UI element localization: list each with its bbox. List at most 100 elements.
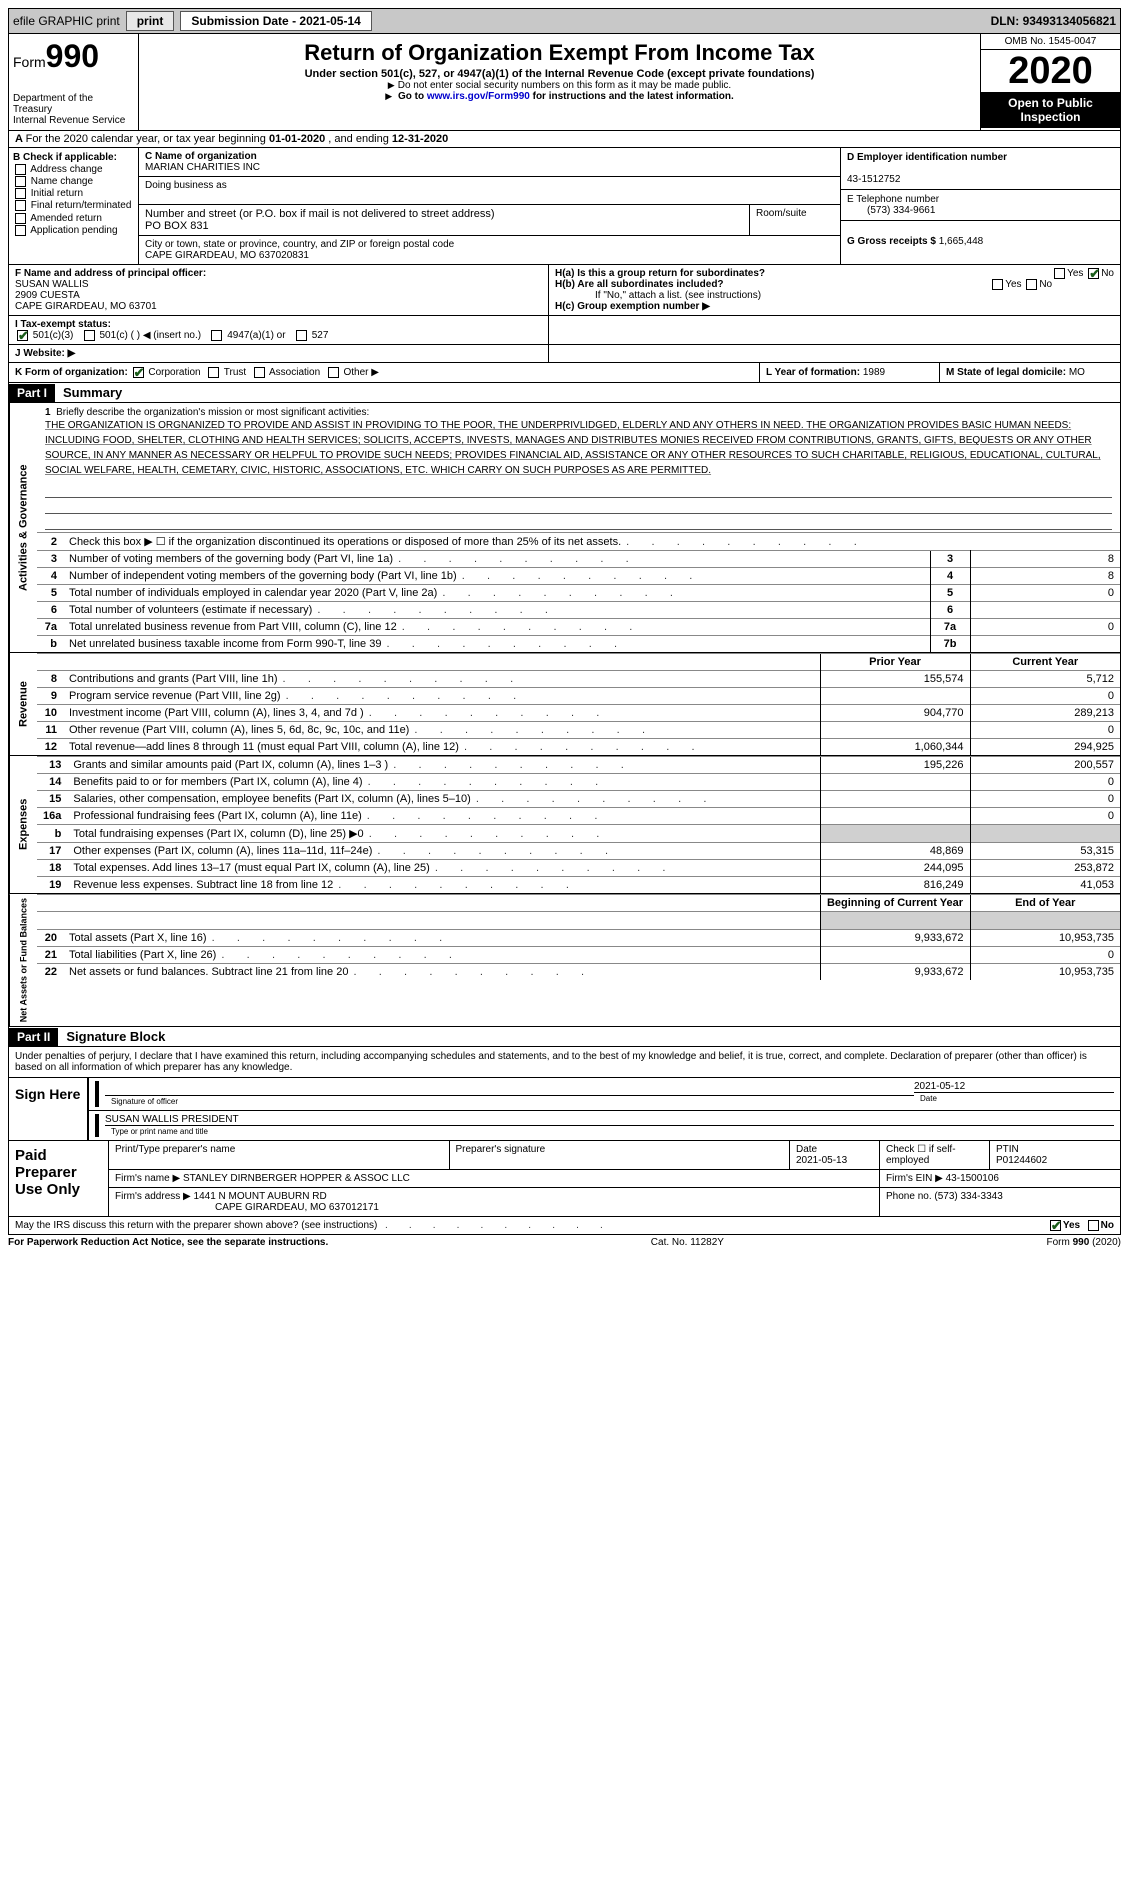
top-bar: efile GRAPHIC print print Submission Dat… — [8, 8, 1121, 34]
table-row: 17Other expenses (Part IX, column (A), l… — [37, 843, 1120, 860]
footer-left: For Paperwork Reduction Act Notice, see … — [8, 1237, 328, 1248]
form-subtitle: Under section 501(c), 527, or 4947(a)(1)… — [145, 68, 974, 80]
sig-name: SUSAN WALLIS PRESIDENT — [105, 1114, 1114, 1125]
chk-501c[interactable] — [84, 330, 95, 341]
chk-4947[interactable] — [211, 330, 222, 341]
ha-label: H(a) Is this a group return for subordin… — [555, 268, 765, 279]
box-deg: D Employer identification number 43-1512… — [840, 148, 1120, 264]
part2-title: Signature Block — [58, 1027, 173, 1046]
table-row: 4Number of independent voting members of… — [37, 568, 1120, 585]
chk-pending[interactable]: Application pending — [13, 225, 134, 236]
org-name-label: C Name of organization — [145, 151, 834, 162]
city-label: City or town, state or province, country… — [145, 239, 834, 250]
blank-line — [45, 516, 1112, 530]
firm-name: STANLEY DIRNBERGER HOPPER & ASSOC LLC — [183, 1173, 410, 1184]
org-name: MARIAN CHARITIES INC — [145, 162, 834, 173]
inspection-label: Open to Public Inspection — [981, 92, 1120, 128]
table-row: 12Total revenue—add lines 8 through 11 (… — [37, 739, 1120, 756]
line-a: A For the 2020 calendar year, or tax yea… — [8, 131, 1121, 148]
phone-value: (573) 334-9661 — [847, 205, 935, 216]
table-row: 2Check this box ▶ ☐ if the organization … — [37, 533, 1120, 551]
dln: DLN: 93493134056821 — [991, 14, 1116, 28]
prep-date: 2021-05-13 — [796, 1155, 847, 1166]
print-button[interactable]: print — [126, 11, 175, 31]
hc-label: H(c) Group exemption number ▶ — [555, 301, 710, 312]
expenses-table: 13Grants and similar amounts paid (Part … — [37, 756, 1120, 893]
ha-yn[interactable]: Yes No — [1052, 268, 1114, 279]
chk-other[interactable] — [328, 367, 339, 378]
firm-addr1: 1441 N MOUNT AUBURN RD — [194, 1191, 327, 1202]
hb-yn[interactable]: Yes No — [990, 279, 1052, 290]
perjury-text: Under penalties of perjury, I declare th… — [8, 1047, 1121, 1078]
vlabel-expenses: Expenses — [9, 756, 37, 893]
hb-note: If "No," attach a list. (see instruction… — [555, 290, 1114, 301]
room-label: Room/suite — [750, 205, 840, 235]
table-row: 18Total expenses. Add lines 13–17 (must … — [37, 860, 1120, 877]
gross-value: 1,665,448 — [939, 236, 984, 247]
vlabel-governance: Activities & Governance — [9, 403, 37, 652]
ein-value: 43-1512752 — [847, 174, 900, 185]
table-row: 9Program service revenue (Part VIII, lin… — [37, 688, 1120, 705]
section-fh: F Name and address of principal officer:… — [8, 265, 1121, 316]
header-right: OMB No. 1545-0047 2020 Open to Public In… — [980, 34, 1120, 130]
box-i: I Tax-exempt status: 501(c)(3) 501(c) ( … — [9, 316, 549, 344]
chk-501c3[interactable] — [17, 330, 28, 341]
row-ij: I Tax-exempt status: 501(c)(3) 501(c) ( … — [8, 316, 1121, 345]
box-d: D Employer identification number 43-1512… — [841, 148, 1120, 190]
chk-corp[interactable] — [133, 367, 144, 378]
header-left: Form990 Department of the Treasury Inter… — [9, 34, 139, 130]
chk-amended[interactable]: Amended return — [13, 213, 134, 224]
city-value: CAPE GIRARDEAU, MO 637020831 — [145, 250, 834, 261]
form-title: Return of Organization Exempt From Incom… — [145, 40, 974, 66]
box-k: K Form of organization: Corporation Trus… — [9, 363, 760, 382]
chk-address[interactable]: Address change — [13, 164, 134, 175]
officer-addr2: CAPE GIRARDEAU, MO 63701 — [15, 301, 157, 312]
table-row: 3Number of voting members of the governi… — [37, 551, 1120, 568]
mission-text: THE ORGANIZATION IS ORGNANIZED TO PROVID… — [45, 420, 1101, 476]
tax-year: 2020 — [981, 50, 1120, 92]
chk-initial[interactable]: Initial return — [13, 188, 134, 199]
irs-link[interactable]: www.irs.gov/Form990 — [427, 91, 530, 102]
chk-assoc[interactable] — [254, 367, 265, 378]
street-value: PO BOX 831 — [145, 220, 743, 232]
form-number: Form990 — [13, 38, 134, 75]
prep-sig-label: Preparer's signature — [450, 1141, 791, 1169]
table-row: 19Revenue less expenses. Subtract line 1… — [37, 877, 1120, 894]
note-ssn: Do not enter social security numbers on … — [145, 80, 974, 91]
discuss-row: May the IRS discuss this return with the… — [8, 1217, 1121, 1235]
note-link: Go to www.irs.gov/Form990 for instructio… — [145, 91, 974, 102]
part1-header: Part I Summary — [8, 383, 1121, 403]
sig-date-label: Date — [914, 1092, 1114, 1104]
chk-trust[interactable] — [208, 367, 219, 378]
table-header: Prior YearCurrent Year — [37, 654, 1120, 671]
part1-tag: Part I — [9, 384, 55, 402]
prep-self-emp[interactable]: Check ☐ if self-employed — [880, 1141, 990, 1169]
box-j: J Website: ▶ — [9, 345, 549, 362]
box-c: C Name of organization MARIAN CHARITIES … — [139, 148, 840, 264]
chk-final[interactable]: Final return/terminated — [13, 200, 134, 211]
table-row: 16aProfessional fundraising fees (Part I… — [37, 808, 1120, 825]
table-row: 11Other revenue (Part VIII, column (A), … — [37, 722, 1120, 739]
sign-block: Sign Here Signature of officer 2021-05-1… — [8, 1078, 1121, 1141]
part1-title: Summary — [55, 383, 130, 402]
blank-line — [45, 500, 1112, 514]
firm-phone: (573) 334-3343 — [934, 1191, 1002, 1202]
discuss-yn[interactable]: Yes No — [1048, 1220, 1114, 1231]
box-l: L Year of formation: 1989 — [760, 363, 940, 382]
box-hc-cont — [549, 316, 1120, 344]
sig-officer-label: Signature of officer — [105, 1095, 914, 1107]
table-row: 8Contributions and grants (Part VIII, li… — [37, 671, 1120, 688]
blank-line — [45, 484, 1112, 498]
box-h: H(a) Is this a group return for subordin… — [549, 265, 1120, 315]
row-klm: K Form of organization: Corporation Trus… — [8, 363, 1121, 383]
sig-name-label: Type or print name and title — [105, 1125, 1114, 1137]
chk-name[interactable]: Name change — [13, 176, 134, 187]
table-row: bNet unrelated business taxable income f… — [37, 636, 1120, 653]
footer-right: Form 990 (2020) — [1047, 1237, 1121, 1248]
sign-here-label: Sign Here — [9, 1078, 89, 1140]
table-row: 20Total assets (Part X, line 16)9,933,67… — [37, 930, 1120, 947]
firm-addr2: CAPE GIRARDEAU, MO 637012171 — [115, 1202, 379, 1213]
row-j: J Website: ▶ — [8, 345, 1121, 363]
part2-header: Part II Signature Block — [8, 1027, 1121, 1047]
chk-527[interactable] — [296, 330, 307, 341]
